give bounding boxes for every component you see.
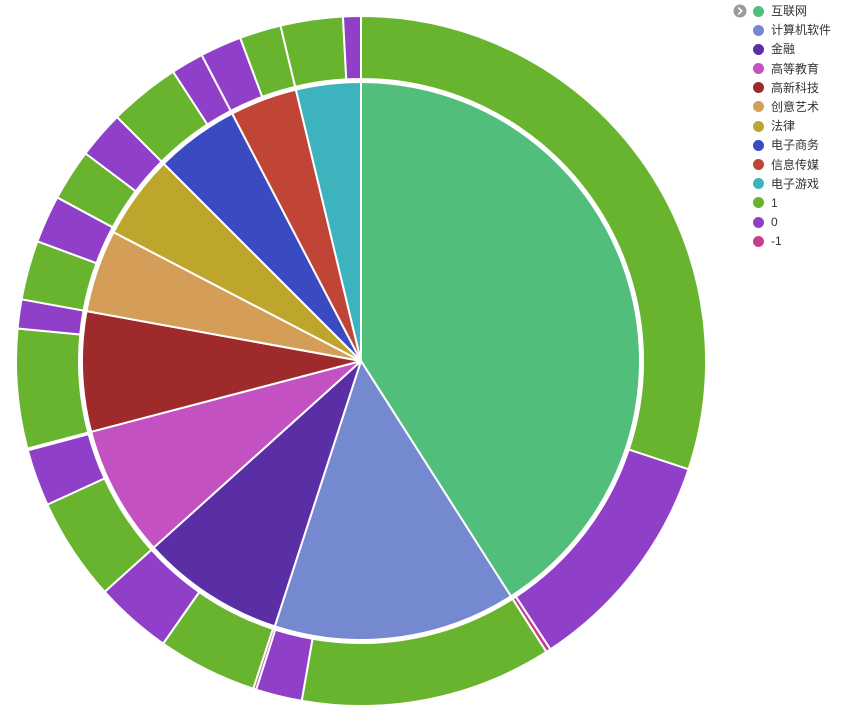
legend-marker-law	[753, 120, 764, 132]
legend-item-education[interactable]: 高等教育	[753, 63, 831, 75]
pie-slice-finance[interactable]	[152, 360, 362, 628]
legend-item-sentiment-neg[interactable]: -1	[753, 235, 831, 247]
legend-item-games[interactable]: 电子游戏	[753, 178, 831, 190]
legend-marker-finance	[753, 43, 764, 55]
chevron-right-icon	[733, 4, 747, 18]
legend-marker-sentiment-pos	[753, 197, 764, 209]
legend-label-hightech: 高新科技	[771, 80, 820, 95]
pie-slice-internet[interactable]	[360, 81, 641, 598]
legend-marker-software	[753, 24, 764, 36]
legend: 互联网计算机软件金融高等教育高新科技创意艺术法律电子商务信息传媒电子游戏 1 0 -1	[753, 5, 831, 254]
legend-label-law: 法律	[771, 119, 796, 134]
legend-marker-hightech	[753, 82, 764, 94]
legend-marker-media	[753, 159, 764, 170]
pie-slice-hightech[interactable]	[81, 310, 362, 433]
legend-label-sentiment-pos: 1	[771, 195, 778, 210]
legend-marker-sentiment-neg	[753, 235, 764, 247]
legend-label-internet: 互联网	[771, 4, 808, 18]
legend-label-sentiment-neg: -1	[771, 234, 782, 249]
legend-label-sentiment-zero: 0	[771, 215, 778, 230]
legend-marker-sentiment-zero	[753, 216, 764, 228]
legend-marker-education	[753, 63, 764, 75]
legend-item-sentiment-pos[interactable]: 1	[753, 197, 831, 209]
legend-item-law[interactable]: 法律	[753, 120, 831, 132]
legend-item-software[interactable]: 计算机软件	[753, 24, 831, 36]
legend-marker-arts	[753, 101, 764, 113]
legend-label-ecommerce: 电子商务	[771, 138, 820, 153]
legend-item-internet[interactable]: 互联网	[753, 5, 831, 17]
legend-label-games: 电子游戏	[771, 176, 820, 191]
legend-marker-internet	[753, 5, 764, 17]
legend-item-media[interactable]: 信息传媒	[753, 159, 831, 171]
legend-label-education: 高等教育	[771, 61, 820, 76]
legend-item-hightech[interactable]: 高新科技	[753, 82, 831, 94]
legend-marker-games	[753, 178, 764, 190]
legend-label-arts: 创意艺术	[771, 99, 820, 114]
ring-segment-games-sentiment0[interactable]	[341, 15, 362, 81]
legend-item-ecommerce[interactable]: 电子商务	[753, 139, 831, 151]
legend-label-software: 计算机软件	[771, 23, 832, 38]
legend-marker-ecommerce	[753, 139, 764, 151]
legend-label-media: 信息传媒	[771, 157, 820, 172]
legend-item-sentiment-zero[interactable]: 0	[753, 216, 831, 228]
pie-slice-education[interactable]	[90, 360, 362, 549]
legend-nav-chevron-right-icon[interactable]	[733, 4, 747, 18]
pie-slice-games[interactable]	[294, 81, 362, 362]
legend-label-finance: 金融	[771, 42, 796, 57]
pie-slice-software[interactable]	[273, 360, 512, 641]
ring-segment-hightech-sentiment1[interactable]	[15, 327, 90, 450]
legend-item-arts[interactable]: 创意艺术	[753, 101, 831, 113]
legend-item-finance[interactable]: 金融	[753, 43, 831, 55]
